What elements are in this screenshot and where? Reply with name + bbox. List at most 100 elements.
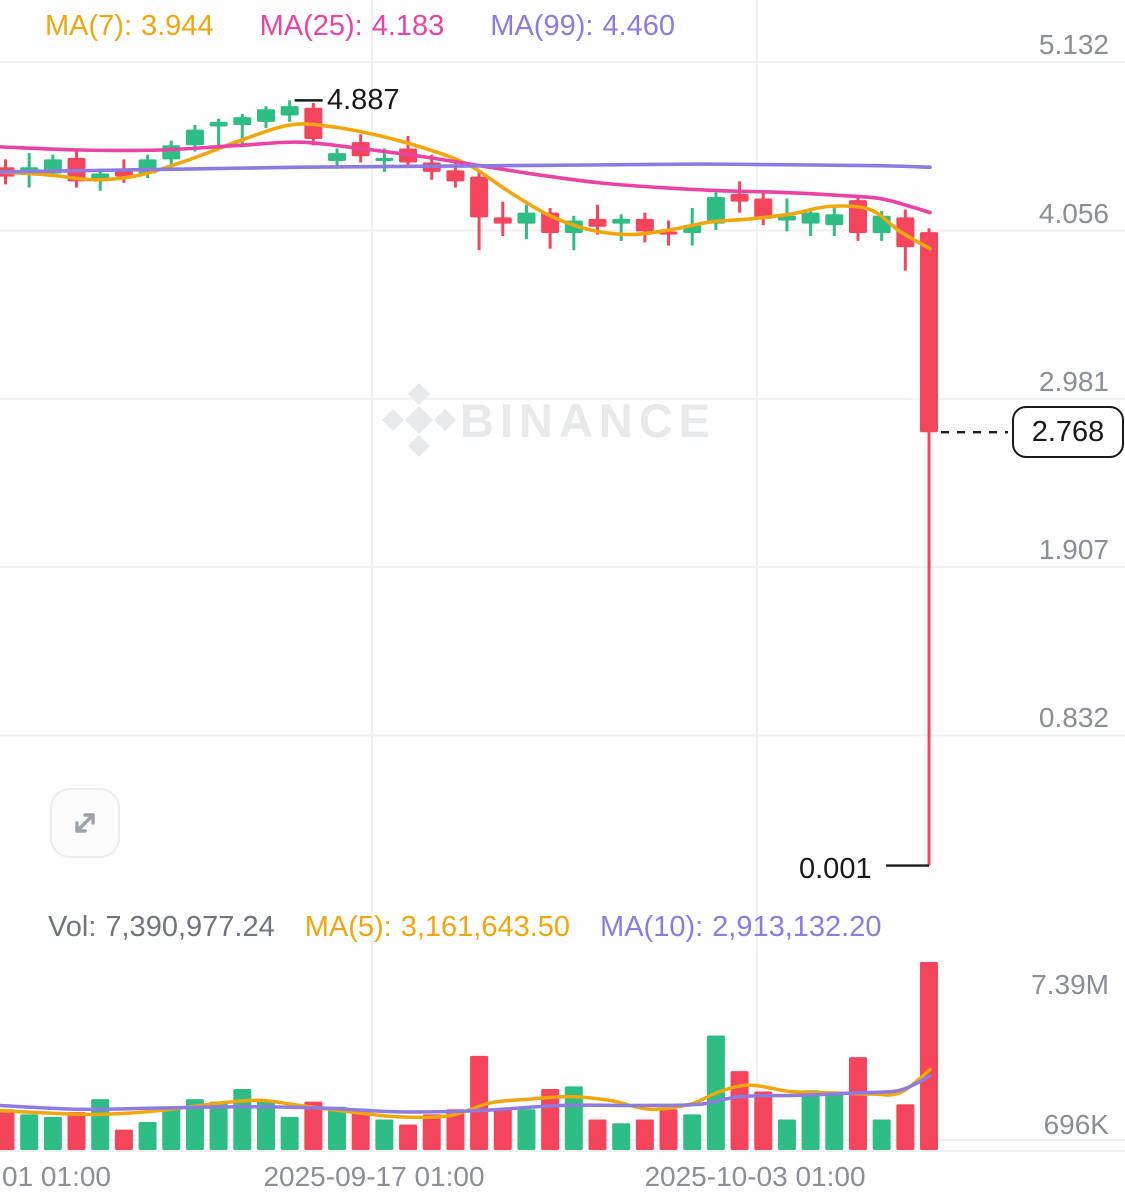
vol-ma5-value: 3,161,643.50 — [400, 911, 571, 943]
volume-bar — [185, 1099, 204, 1150]
vol-ma10-value: 2,913,132.20 — [712, 911, 882, 943]
candle-body — [446, 170, 465, 182]
ma25-label: MA(25): — [259, 10, 363, 42]
vol-ma5-line — [0, 1067, 932, 1120]
vol-ma5-label: MA(5): — [304, 911, 392, 943]
candle-body — [896, 217, 915, 248]
ma99-legend: MA(99): 4.460 — [490, 10, 675, 43]
candle-body — [328, 153, 347, 161]
volume-bar — [233, 1088, 252, 1150]
volume-bar — [754, 1091, 773, 1150]
ma7-label: MA(7): — [45, 10, 132, 42]
volume-bar — [422, 1114, 441, 1150]
candle-body — [185, 129, 204, 146]
candle-body — [825, 214, 844, 226]
high-price-marker: 4.887 — [327, 84, 400, 116]
time-axis-label: 01 01:00 — [2, 1161, 111, 1192]
ma99-label: MA(99): — [490, 10, 594, 42]
volume-value: 7,390,977.24 — [105, 911, 275, 943]
volume-bar — [138, 1122, 157, 1150]
volume-bar — [920, 961, 939, 1150]
price-axis-label: 2.981 — [1038, 365, 1109, 397]
candle-body — [256, 109, 275, 122]
volume-bar — [20, 1114, 39, 1150]
ma7-value: 3.944 — [141, 10, 214, 42]
ma7-line — [0, 122, 932, 251]
volume-bar — [730, 1071, 749, 1150]
volume-bar — [256, 1101, 275, 1150]
binance-watermark: BINANCE — [382, 383, 710, 457]
volume-bar — [825, 1094, 844, 1150]
time-axis-label: 2025-10-03 01:00 — [644, 1161, 866, 1192]
volume-bar — [896, 1104, 915, 1150]
candle-body — [375, 157, 394, 161]
candle-body — [754, 198, 773, 219]
ma99-value: 4.460 — [602, 10, 676, 42]
volume-bar — [517, 1109, 536, 1150]
volume-bar — [328, 1106, 347, 1150]
volume-bar — [635, 1119, 654, 1150]
candle-body — [612, 218, 631, 224]
volume-bar — [493, 1109, 512, 1150]
candle-body — [517, 212, 536, 224]
candle-body — [493, 217, 512, 224]
candle-body — [162, 145, 181, 160]
volume-bar — [848, 1057, 867, 1150]
volume-bar — [446, 1109, 465, 1150]
candle-body — [920, 232, 939, 433]
price-axis-label: 4.056 — [1038, 197, 1109, 229]
volume-bar — [801, 1090, 820, 1150]
ma25-legend: MA(25): 4.183 — [260, 10, 445, 43]
candle-body — [730, 193, 749, 202]
last-price-tag[interactable]: 2.768 — [1012, 406, 1124, 458]
volume-bars-layer — [0, 961, 939, 1150]
volume-bar — [683, 1114, 702, 1150]
price-axis-label: 1.907 — [1038, 534, 1109, 566]
expand-chart-button[interactable] — [50, 788, 120, 858]
volume-legend: Vol: 7,390,977.24 MA(5): 3,161,643.50 MA(1… — [48, 911, 882, 944]
ma25-line — [0, 140, 932, 215]
volume-bar — [209, 1101, 228, 1150]
volume-bar — [114, 1129, 133, 1150]
candle-body — [209, 121, 228, 127]
volume-bar — [659, 1109, 678, 1150]
ma7-legend: MA(7): 3.944 — [45, 10, 214, 43]
volume-bar — [612, 1123, 631, 1150]
volume-value-legend: Vol: 7,390,977.24 — [48, 911, 275, 944]
candle-body — [635, 218, 654, 232]
volume-bar — [777, 1119, 796, 1150]
volume-bar — [67, 1111, 86, 1150]
ma25-value: 4.183 — [371, 10, 445, 42]
vol-ma10-legend: MA(10): 2,913,132.20 — [600, 911, 881, 944]
volume-bar — [564, 1086, 583, 1150]
time-axis-label: 2025-09-17 01:00 — [263, 1161, 485, 1192]
vol-ma5-legend: MA(5): 3,161,643.50 — [305, 911, 570, 944]
volume-label: Vol: — [48, 911, 97, 943]
indicator-legend: MA(7): 3.944 MA(25): 4.183 MA(99): 4.460 — [45, 10, 675, 43]
candle-body — [470, 176, 489, 218]
volume-bar — [0, 1109, 15, 1150]
volume-bar — [162, 1106, 181, 1150]
candle-body — [114, 170, 133, 177]
vol-ma10-label: MA(10): — [600, 911, 704, 943]
low-price-marker: 0.001 — [799, 853, 872, 885]
candle-body — [801, 212, 820, 224]
volume-bar — [304, 1101, 323, 1150]
volume-bar — [470, 1055, 489, 1150]
candle-body — [233, 117, 252, 125]
volume-bar — [588, 1119, 607, 1150]
volume-bar — [351, 1113, 370, 1150]
vol-axis-label: 696K — [1043, 1109, 1109, 1140]
volume-bar — [872, 1119, 891, 1150]
price-axis-label: 0.832 — [1038, 702, 1109, 734]
vol-ma10-line — [0, 1074, 932, 1114]
volume-bar — [91, 1099, 110, 1150]
candle-body — [588, 218, 607, 227]
volume-bar — [375, 1119, 394, 1150]
volume-bar — [43, 1116, 62, 1150]
expand-arrows-icon — [75, 813, 95, 833]
price-axis-label: 5.132 — [1038, 29, 1109, 60]
volume-bar — [399, 1124, 418, 1150]
